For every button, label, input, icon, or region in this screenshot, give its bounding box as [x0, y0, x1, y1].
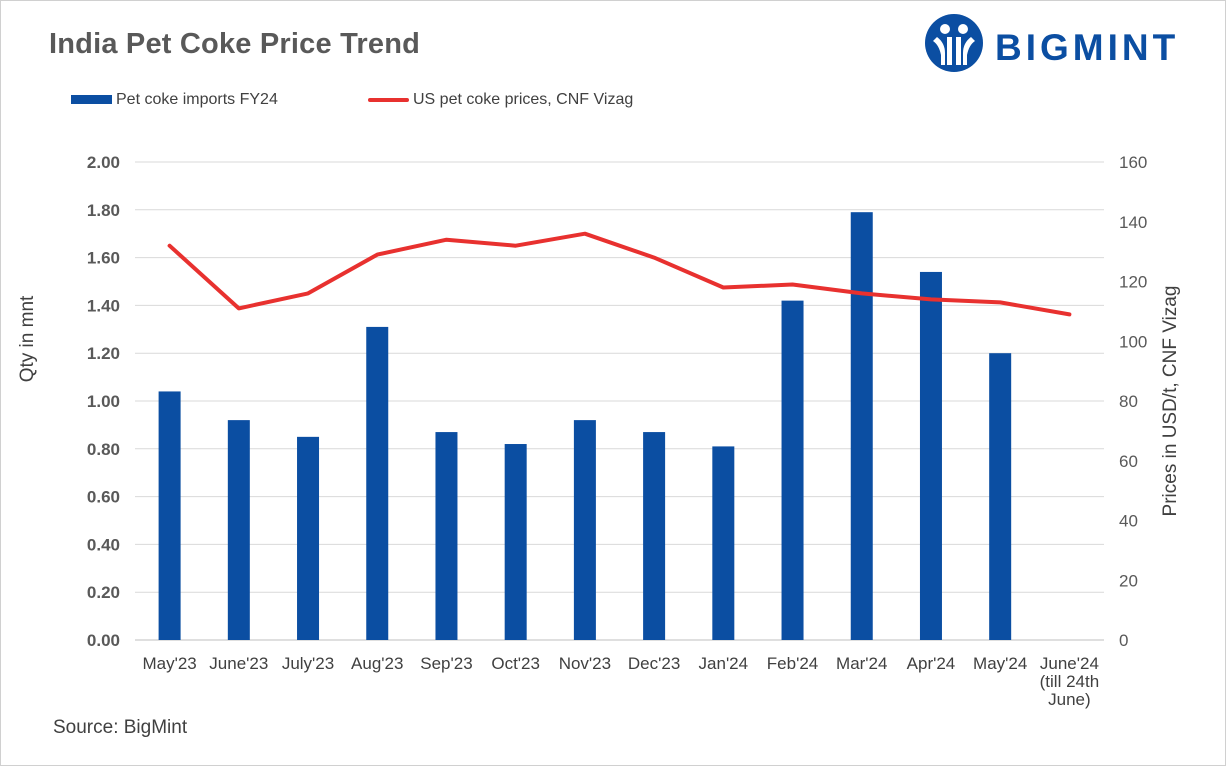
bar [297, 436, 320, 640]
bar [573, 420, 596, 640]
source-note: Source: BigMint [53, 717, 188, 738]
y-tick-label: 0.00 [87, 631, 120, 650]
y-tick-label: 0.80 [87, 440, 120, 459]
bar [435, 432, 458, 640]
legend-line-swatch [368, 97, 409, 102]
bigmint-logo: BIGMINT [923, 13, 1213, 73]
bigmint-logo-icon [925, 14, 983, 72]
price-line [167, 231, 1072, 317]
x-tick-label: Oct'23 [491, 654, 540, 673]
y-axis-label: Qty in mnt [17, 295, 38, 382]
y-tick-label: 1.20 [87, 344, 120, 363]
y-tick-label: 0.40 [87, 535, 120, 554]
legend-line-label: US pet coke prices, CNF Vizag [413, 91, 634, 108]
legend-bar-swatch [71, 95, 112, 105]
x-tick-label: Dec'23 [628, 654, 680, 673]
y2-tick-label: 40 [1119, 512, 1138, 531]
x-tick-label: June'24 (till 24th June) [1040, 654, 1100, 709]
y-tick-label: 1.80 [87, 201, 120, 220]
x-tick-label: May'23 [142, 654, 196, 673]
y2-tick-label: 140 [1119, 213, 1147, 232]
y2-axis-label: Prices in USD/t, CNF Vizag [1160, 286, 1181, 517]
x-tick-label: June'23 [209, 654, 268, 673]
y-tick-label: 1.00 [87, 392, 120, 411]
bar [712, 446, 735, 640]
x-tick-label: Feb'24 [767, 654, 818, 673]
bar [227, 420, 250, 640]
y-tick-label: 2.00 [87, 153, 120, 172]
bar [850, 212, 873, 640]
bar [158, 391, 181, 640]
bar [781, 300, 804, 640]
chart-title: India Pet Coke Price Trend [49, 28, 421, 60]
y-tick-label: 1.60 [87, 249, 120, 268]
bar [989, 353, 1012, 640]
y2-tick-label: 160 [1119, 153, 1147, 172]
y2-tick-label: 100 [1119, 332, 1147, 351]
y2-tick-label: 20 [1119, 571, 1138, 590]
x-tick-label: Aug'23 [351, 654, 403, 673]
logo-text: BIGMINT [995, 27, 1180, 68]
bar [504, 444, 527, 640]
bar [366, 326, 389, 640]
x-tick-label: Jan'24 [699, 654, 749, 673]
bar [919, 271, 942, 640]
bar [643, 432, 666, 640]
legend-bar-label: Pet coke imports FY24 [116, 91, 278, 108]
x-tick-label: Mar'24 [836, 654, 887, 673]
y2-tick-label: 60 [1119, 452, 1138, 471]
x-tick-label: Sep'23 [420, 654, 472, 673]
y-tick-label: 0.20 [87, 583, 120, 602]
legend-line: US pet coke prices, CNF Vizag [368, 91, 633, 109]
legend-bar: Pet coke imports FY24 [71, 91, 278, 109]
y2-tick-label: 0 [1119, 631, 1128, 650]
y2-tick-label: 120 [1119, 273, 1147, 292]
y2-tick-label: 80 [1119, 392, 1138, 411]
x-tick-label: Nov'23 [559, 654, 611, 673]
x-tick-label: Apr'24 [907, 654, 956, 673]
y-tick-label: 0.60 [87, 488, 120, 507]
x-tick-label: May'24 [973, 654, 1027, 673]
y-tick-label: 1.40 [87, 296, 120, 315]
x-tick-label: July'23 [282, 654, 334, 673]
